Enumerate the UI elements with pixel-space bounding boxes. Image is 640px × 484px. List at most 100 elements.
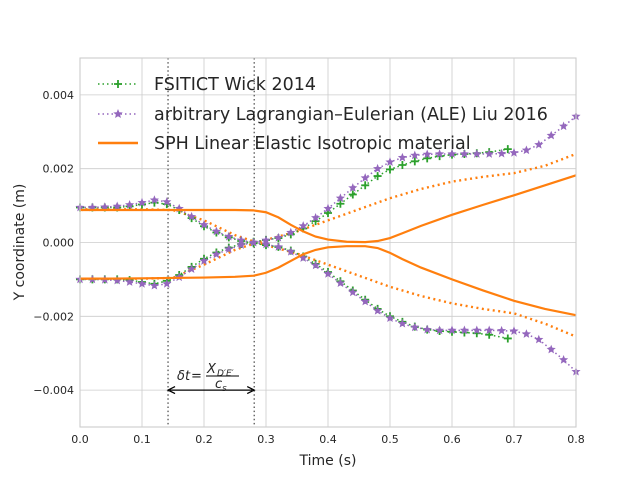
annotation: δt = X D′E′c s xyxy=(166,362,256,395)
data-point-star xyxy=(311,212,321,222)
data-point-star xyxy=(509,148,519,157)
data-point-star xyxy=(125,277,135,286)
data-point-star xyxy=(261,239,271,249)
data-point-star xyxy=(323,269,333,278)
x-tick-label: 0.5 xyxy=(381,433,399,446)
data-point-star xyxy=(174,203,184,213)
data-point-star xyxy=(484,149,494,158)
data-point-star xyxy=(162,197,172,206)
y-tick-label: −0.002 xyxy=(33,310,74,323)
data-point-star xyxy=(112,201,122,211)
data-point-star xyxy=(187,211,197,221)
data-point-star xyxy=(546,130,556,140)
series-1 xyxy=(75,111,581,376)
data-point-star xyxy=(373,163,383,173)
data-point-star xyxy=(360,173,370,182)
x-tick-label: 0.7 xyxy=(505,433,523,446)
series-2 xyxy=(80,174,577,317)
arrow-right-icon xyxy=(246,386,256,395)
data-point-star xyxy=(199,219,209,229)
data-point-star xyxy=(211,226,221,236)
annotation-equals: = xyxy=(191,369,202,384)
x-tick-label: 0.8 xyxy=(567,433,585,446)
data-point-star xyxy=(335,278,345,287)
x-tick-label: 0.0 xyxy=(71,433,89,446)
data-point-star xyxy=(286,227,296,237)
series-line xyxy=(80,148,508,285)
x-tick-label: 0.1 xyxy=(133,433,151,446)
data-point-star xyxy=(497,325,507,335)
data-point-star xyxy=(211,249,221,259)
data-point-plus xyxy=(503,145,512,154)
data-point-star xyxy=(534,334,544,344)
x-tick-label: 0.2 xyxy=(195,433,213,446)
data-point-star xyxy=(87,202,97,212)
legend-entry-sph: SPH Linear Elastic Isotropic material xyxy=(98,134,471,154)
series-line xyxy=(80,208,577,338)
annotation-lhs: δt xyxy=(177,369,191,384)
data-point-star xyxy=(224,231,234,241)
data-point-star xyxy=(149,195,159,204)
data-point-star xyxy=(125,200,135,209)
data-point-star xyxy=(521,145,531,155)
data-point-star xyxy=(435,149,445,158)
data-point-star xyxy=(112,275,122,285)
data-point-plus xyxy=(503,334,512,343)
grid xyxy=(79,58,577,427)
y-tick-label: 0.000 xyxy=(43,237,75,250)
data-point-star xyxy=(422,149,432,159)
legend: FSITICT Wick 2014 arbitrary Lagrangian–E… xyxy=(98,75,548,154)
legend-marker-star-icon xyxy=(113,109,123,119)
x-axis-label: Time (s) xyxy=(299,453,357,469)
data-point-star xyxy=(137,197,147,207)
data-point-star xyxy=(137,279,147,288)
data-point-star xyxy=(373,305,383,315)
data-point-star xyxy=(174,272,184,282)
data-point-star xyxy=(335,193,345,203)
legend-entry-fsitict: FSITICT Wick 2014 xyxy=(98,75,316,95)
data-point-plus xyxy=(336,199,345,208)
data-point-plus xyxy=(373,172,382,181)
data-point-star xyxy=(459,325,469,335)
y-tick-label: 0.002 xyxy=(43,163,75,176)
series-line xyxy=(80,174,577,244)
tick-labels: 0.0 0.1 0.2 0.3 0.4 0.5 0.6 0.7 0.8 −0.004 −0.002 0… xyxy=(33,89,584,446)
x-tick-label: 0.3 xyxy=(257,433,275,446)
data-point-star xyxy=(199,256,209,265)
data-point-star xyxy=(410,150,420,160)
y-axis-label: Y coordinate (m) xyxy=(12,184,28,302)
annotation-denominator: c xyxy=(215,377,222,392)
data-point-star xyxy=(546,344,556,354)
data-point-star xyxy=(410,322,420,332)
series-3 xyxy=(80,152,577,338)
x-tick-label: 0.6 xyxy=(443,433,461,446)
data-point-star xyxy=(249,237,259,247)
data-point-star xyxy=(509,326,519,335)
plot-frame xyxy=(79,57,577,428)
y-tick-label: −0.004 xyxy=(33,384,74,397)
data-point-star xyxy=(236,240,246,249)
series-line xyxy=(80,152,577,280)
data-point-star xyxy=(521,329,531,338)
data-point-star xyxy=(447,149,457,158)
series-line xyxy=(80,245,577,317)
data-point-star xyxy=(422,324,432,334)
series-layer xyxy=(75,111,581,376)
data-point-star xyxy=(360,296,370,306)
data-point-star xyxy=(497,148,507,158)
legend-label-fsitict: FSITICT Wick 2014 xyxy=(154,75,316,95)
data-point-star xyxy=(385,313,395,323)
data-point-star xyxy=(559,355,569,364)
data-point-star xyxy=(559,121,569,131)
data-point-star xyxy=(484,325,494,335)
data-point-star xyxy=(261,235,271,245)
data-point-star xyxy=(311,260,321,270)
data-point-star xyxy=(385,157,395,166)
data-point-plus xyxy=(348,190,357,199)
data-point-star xyxy=(348,287,358,297)
data-point-plus xyxy=(398,161,407,170)
data-point-plus xyxy=(386,165,394,174)
legend-entry-ale: arbitrary Lagrangian–Eulerian (ALE) Liu … xyxy=(98,105,548,125)
